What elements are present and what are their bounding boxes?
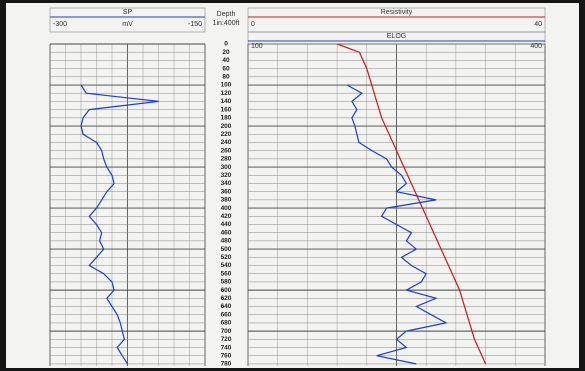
depth-label: 360 xyxy=(221,188,232,195)
depth-label: 540 xyxy=(221,262,232,269)
depth-label: 280 xyxy=(221,156,232,163)
x-tick-label: 400 xyxy=(530,43,542,50)
depth-label: 580 xyxy=(221,279,232,286)
series-name: SP xyxy=(123,9,133,16)
series-name: Resistivity xyxy=(381,9,413,16)
page: Depth 1in:400ft 020406080100120140160180… xyxy=(0,0,585,371)
depth-label: 340 xyxy=(221,180,232,187)
depth-label: 240 xyxy=(221,139,232,146)
depth-label: 760 xyxy=(221,352,232,359)
depth-label: 400 xyxy=(221,205,232,212)
depth-label: 640 xyxy=(221,303,232,310)
depth-label: 560 xyxy=(221,270,232,277)
depth-label: 220 xyxy=(221,131,232,138)
depth-label: 440 xyxy=(221,221,232,228)
depth-label: 80 xyxy=(222,74,230,81)
depth-label: 620 xyxy=(221,295,232,302)
depth-label: 120 xyxy=(221,90,232,97)
depth-label: 260 xyxy=(221,147,232,154)
x-tick-label: 100 xyxy=(251,43,263,50)
depth-label: 520 xyxy=(221,254,232,261)
depth-label: 420 xyxy=(221,213,232,220)
depth-label: 720 xyxy=(221,336,232,343)
depth-label: 100 xyxy=(221,82,232,89)
depth-label: 40 xyxy=(222,57,230,64)
scale-label: 1in:400ft xyxy=(213,20,240,27)
depth-label: 600 xyxy=(221,287,232,294)
depth-label: 0 xyxy=(224,41,228,48)
depth-label: 140 xyxy=(221,98,232,105)
depth-label: 380 xyxy=(221,197,232,204)
x-tick-label: -150 xyxy=(188,21,202,28)
depth-label: 180 xyxy=(221,115,232,122)
series-name: ELOG xyxy=(387,33,406,40)
depth-label: 780 xyxy=(221,361,232,368)
unit-label: mV xyxy=(122,21,133,28)
depth-label: 660 xyxy=(221,311,232,318)
depth-label: 700 xyxy=(221,328,232,335)
depth-label: 460 xyxy=(221,229,232,236)
x-tick-label: 0 xyxy=(251,21,255,28)
depth-label: 20 xyxy=(222,49,230,56)
chart: Depth 1in:400ft 020406080100120140160180… xyxy=(0,0,585,371)
depth-label: 200 xyxy=(221,123,232,130)
depth-label: Depth xyxy=(217,11,236,18)
depth-label: 300 xyxy=(221,164,232,171)
depth-label: 680 xyxy=(221,320,232,327)
x-tick-label: -300 xyxy=(53,21,67,28)
x-tick-label: 40 xyxy=(534,21,542,28)
depth-label: 500 xyxy=(221,246,232,253)
depth-label: 60 xyxy=(222,65,230,72)
depth-label: 320 xyxy=(221,172,232,179)
depth-label: 740 xyxy=(221,344,232,351)
screen xyxy=(6,3,579,368)
depth-label: 480 xyxy=(221,238,232,245)
depth-label: 160 xyxy=(221,106,232,113)
